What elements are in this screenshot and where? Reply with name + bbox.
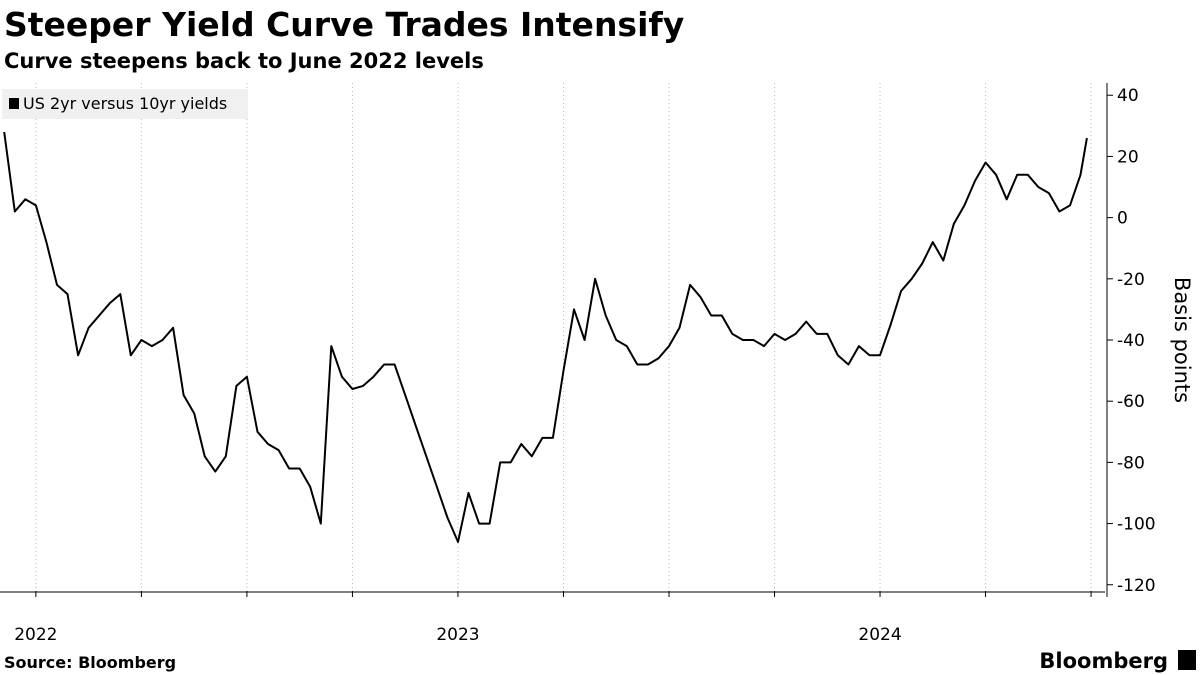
- y-tick-label: 40: [1117, 86, 1139, 106]
- chart-subtitle: Curve steepens back to June 2022 levels: [4, 49, 484, 73]
- y-tick-label: -80: [1117, 453, 1145, 473]
- legend-label: US 2yr versus 10yr yields: [23, 94, 227, 113]
- y-axis-label: Basis points: [1170, 277, 1194, 403]
- y-tick-label: -20: [1117, 270, 1145, 290]
- brand: Bloomberg: [1039, 649, 1168, 673]
- x-tick-label: 2022: [14, 625, 57, 645]
- y-tick-label: -120: [1117, 576, 1156, 596]
- x-tick-label: 2024: [858, 625, 901, 645]
- legend-swatch: [9, 98, 19, 109]
- legend-box: [2, 89, 248, 119]
- source: Source: Bloomberg: [4, 653, 176, 672]
- y-tick-label: 20: [1117, 147, 1139, 167]
- y-tick-label: 0: [1117, 209, 1128, 229]
- line-series: [3, 131, 1088, 543]
- brand-icon: [1178, 650, 1196, 670]
- y-tick-label: -40: [1117, 331, 1145, 351]
- y-tick-label: -100: [1117, 515, 1156, 535]
- x-tick-label: 2023: [436, 625, 479, 645]
- chart-title: Steeper Yield Curve Trades Intensify: [4, 5, 684, 44]
- y-tick-label: -60: [1117, 392, 1145, 412]
